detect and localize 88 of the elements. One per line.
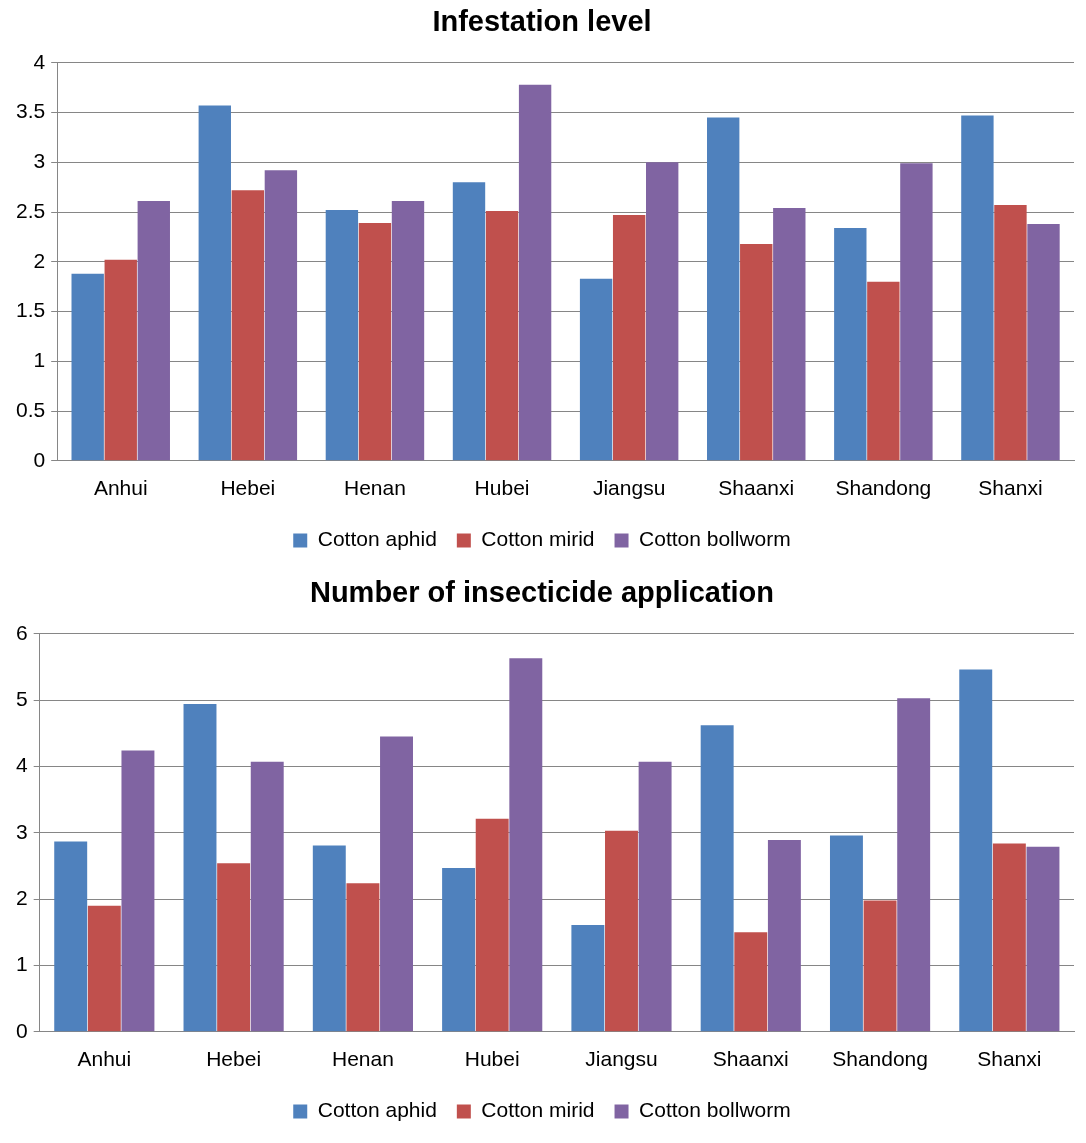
bar — [264, 170, 298, 461]
y-tick-label: 1 — [33, 348, 46, 372]
bar — [829, 835, 863, 1032]
y-tick-label: 1 — [15, 952, 28, 976]
bar — [1027, 223, 1060, 461]
y-tick-label: 0 — [33, 447, 46, 471]
bar — [312, 845, 346, 1032]
y-tick-label: 2 — [33, 248, 46, 272]
y-tick-label: 4 — [15, 753, 28, 777]
legend-label: Cotton bollworm — [639, 527, 791, 551]
y-tick-label: 0.5 — [15, 397, 46, 421]
x-tick-label: Shanxi — [977, 1047, 1042, 1071]
bar — [571, 925, 605, 1032]
bar — [961, 115, 994, 461]
x-tick-label: Hebei — [220, 476, 276, 500]
bar — [959, 669, 993, 1032]
chart-title: Number of insecticide application — [309, 576, 775, 609]
x-tick-label: Shandong — [835, 476, 932, 500]
legend-label: Cotton aphid — [317, 1098, 437, 1122]
y-tick-label: 0 — [15, 1018, 28, 1042]
x-tick-label: Jiangsu — [585, 1047, 658, 1071]
bar — [605, 830, 638, 1032]
bar — [358, 223, 392, 461]
bar — [834, 227, 867, 461]
bar — [740, 243, 773, 461]
bar — [897, 698, 931, 1032]
bar — [452, 182, 486, 461]
bar — [992, 843, 1026, 1032]
bar — [646, 162, 679, 461]
y-tick-label: 6 — [15, 620, 28, 644]
bar — [518, 84, 552, 461]
x-tick-label: Shaanxi — [718, 476, 795, 500]
legend-label: Cotton aphid — [317, 527, 437, 551]
bar — [867, 281, 900, 461]
x-tick-label: Hubei — [464, 1047, 520, 1071]
bar — [863, 900, 897, 1032]
x-tick-label: Jiangsu — [592, 476, 666, 500]
bar — [380, 736, 413, 1032]
chart-title: Infestation level — [432, 5, 652, 38]
bar — [54, 841, 88, 1032]
bar — [121, 750, 155, 1032]
bar — [734, 932, 768, 1032]
x-tick-label: Anhui — [93, 476, 148, 500]
bar — [325, 210, 359, 461]
x-tick-label: Hebei — [206, 1047, 262, 1071]
bar — [87, 905, 121, 1032]
y-tick-label: 3 — [15, 819, 28, 843]
bar — [579, 278, 613, 461]
y-tick-label: 2.5 — [15, 198, 46, 222]
bar — [707, 117, 740, 461]
bar — [391, 201, 425, 461]
y-tick-label: 3.5 — [15, 99, 46, 123]
bar — [485, 211, 519, 461]
y-tick-label: 3 — [33, 149, 46, 173]
x-tick-label: Shandong — [832, 1047, 928, 1071]
bar — [900, 163, 933, 461]
y-tick-label: 1.5 — [15, 298, 46, 322]
x-tick-label: Shaanxi — [712, 1047, 789, 1071]
y-tick-label: 5 — [15, 686, 28, 710]
bar — [71, 273, 104, 461]
x-tick-label: Henan — [344, 476, 406, 500]
bar — [700, 725, 734, 1032]
bar — [137, 201, 170, 461]
bar — [231, 190, 265, 461]
x-tick-label: Hubei — [474, 476, 530, 500]
legend-label: Cotton mirid — [481, 1098, 595, 1122]
bar — [612, 215, 646, 461]
bar — [1026, 846, 1060, 1032]
bar — [183, 704, 217, 1032]
bar — [217, 863, 251, 1032]
x-tick-label: Anhui — [77, 1047, 132, 1071]
bar — [198, 105, 231, 461]
bar — [346, 883, 380, 1032]
bar — [767, 840, 801, 1032]
y-tick-label: 2 — [15, 885, 28, 909]
y-tick-label: 4 — [33, 49, 46, 73]
legend-label: Cotton bollworm — [639, 1098, 791, 1122]
x-tick-label: Shanxi — [978, 476, 1043, 500]
bar — [104, 259, 137, 461]
bar — [638, 761, 672, 1032]
bar — [442, 867, 476, 1032]
legend-label: Cotton mirid — [481, 527, 595, 551]
bar — [509, 658, 543, 1032]
bar — [250, 761, 284, 1032]
bar — [773, 208, 806, 461]
x-tick-label: Henan — [331, 1047, 394, 1071]
bar — [994, 205, 1027, 461]
bar — [475, 818, 509, 1032]
